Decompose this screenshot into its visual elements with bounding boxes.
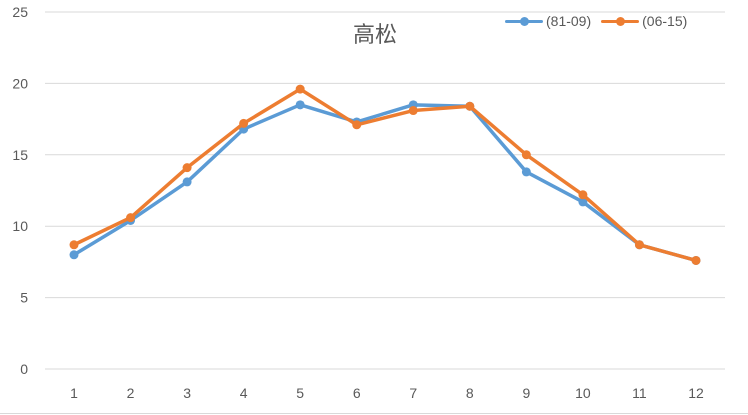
legend-line-marker-icon	[505, 15, 543, 27]
data-point-marker	[69, 240, 79, 250]
data-point-marker	[634, 240, 644, 250]
data-point-marker	[691, 255, 701, 265]
x-tick-label: 4	[240, 385, 248, 401]
x-tick-label: 11	[632, 385, 647, 401]
series-1	[69, 100, 701, 265]
legend-item-series-2: (06-15)	[601, 13, 687, 29]
y-tick-label: 25	[12, 4, 28, 20]
x-tick-label: 6	[353, 385, 361, 401]
x-tick-label: 3	[183, 385, 191, 401]
x-tick-label: 9	[522, 385, 530, 401]
y-tick-label: 0	[20, 361, 28, 377]
y-tick-label: 20	[12, 75, 28, 91]
data-point-marker	[578, 197, 588, 207]
data-point-marker	[352, 120, 362, 130]
gridlines	[45, 11, 725, 370]
chart-title: 高松	[352, 23, 397, 48]
data-point-marker	[182, 177, 192, 187]
x-tick-label: 7	[409, 385, 417, 401]
data-point-marker	[465, 101, 475, 111]
x-tick-label: 5	[296, 385, 304, 401]
data-point-marker	[295, 100, 305, 110]
x-tick-label: 8	[466, 385, 474, 401]
x-tick-label: 10	[575, 385, 591, 401]
data-point-marker	[295, 84, 305, 94]
x-tick-label: 1	[70, 385, 78, 401]
series-lines	[69, 84, 701, 265]
chart-bottom-border	[0, 413, 748, 414]
x-axis-labels: 1 2 3 4 5 6 7 8 9 10 11 12	[70, 385, 704, 401]
series-line	[72, 103, 698, 263]
data-point-marker	[69, 250, 79, 260]
y-tick-label: 15	[12, 147, 28, 163]
data-point-marker	[408, 106, 418, 116]
data-point-marker	[521, 150, 531, 160]
x-tick-label: 2	[127, 385, 135, 401]
series-2	[69, 84, 701, 265]
y-tick-label: 10	[12, 218, 28, 234]
data-point-marker	[578, 190, 588, 200]
data-point-marker	[521, 167, 531, 177]
legend-item-series-1: (81-09)	[505, 13, 591, 29]
x-tick-label: 12	[688, 385, 704, 401]
y-axis-labels: 0 5 10 15 20 25	[12, 4, 28, 377]
y-tick-label: 5	[20, 290, 28, 306]
series-line	[72, 87, 698, 263]
data-point-marker	[239, 118, 249, 128]
data-point-marker	[126, 213, 136, 223]
legend-line-marker-icon	[601, 15, 640, 27]
legend-label: (81-09)	[546, 13, 592, 29]
legend-label: (06-15)	[642, 13, 688, 29]
legend: (81-09) (06-15)	[505, 13, 697, 29]
data-point-marker	[182, 163, 192, 173]
